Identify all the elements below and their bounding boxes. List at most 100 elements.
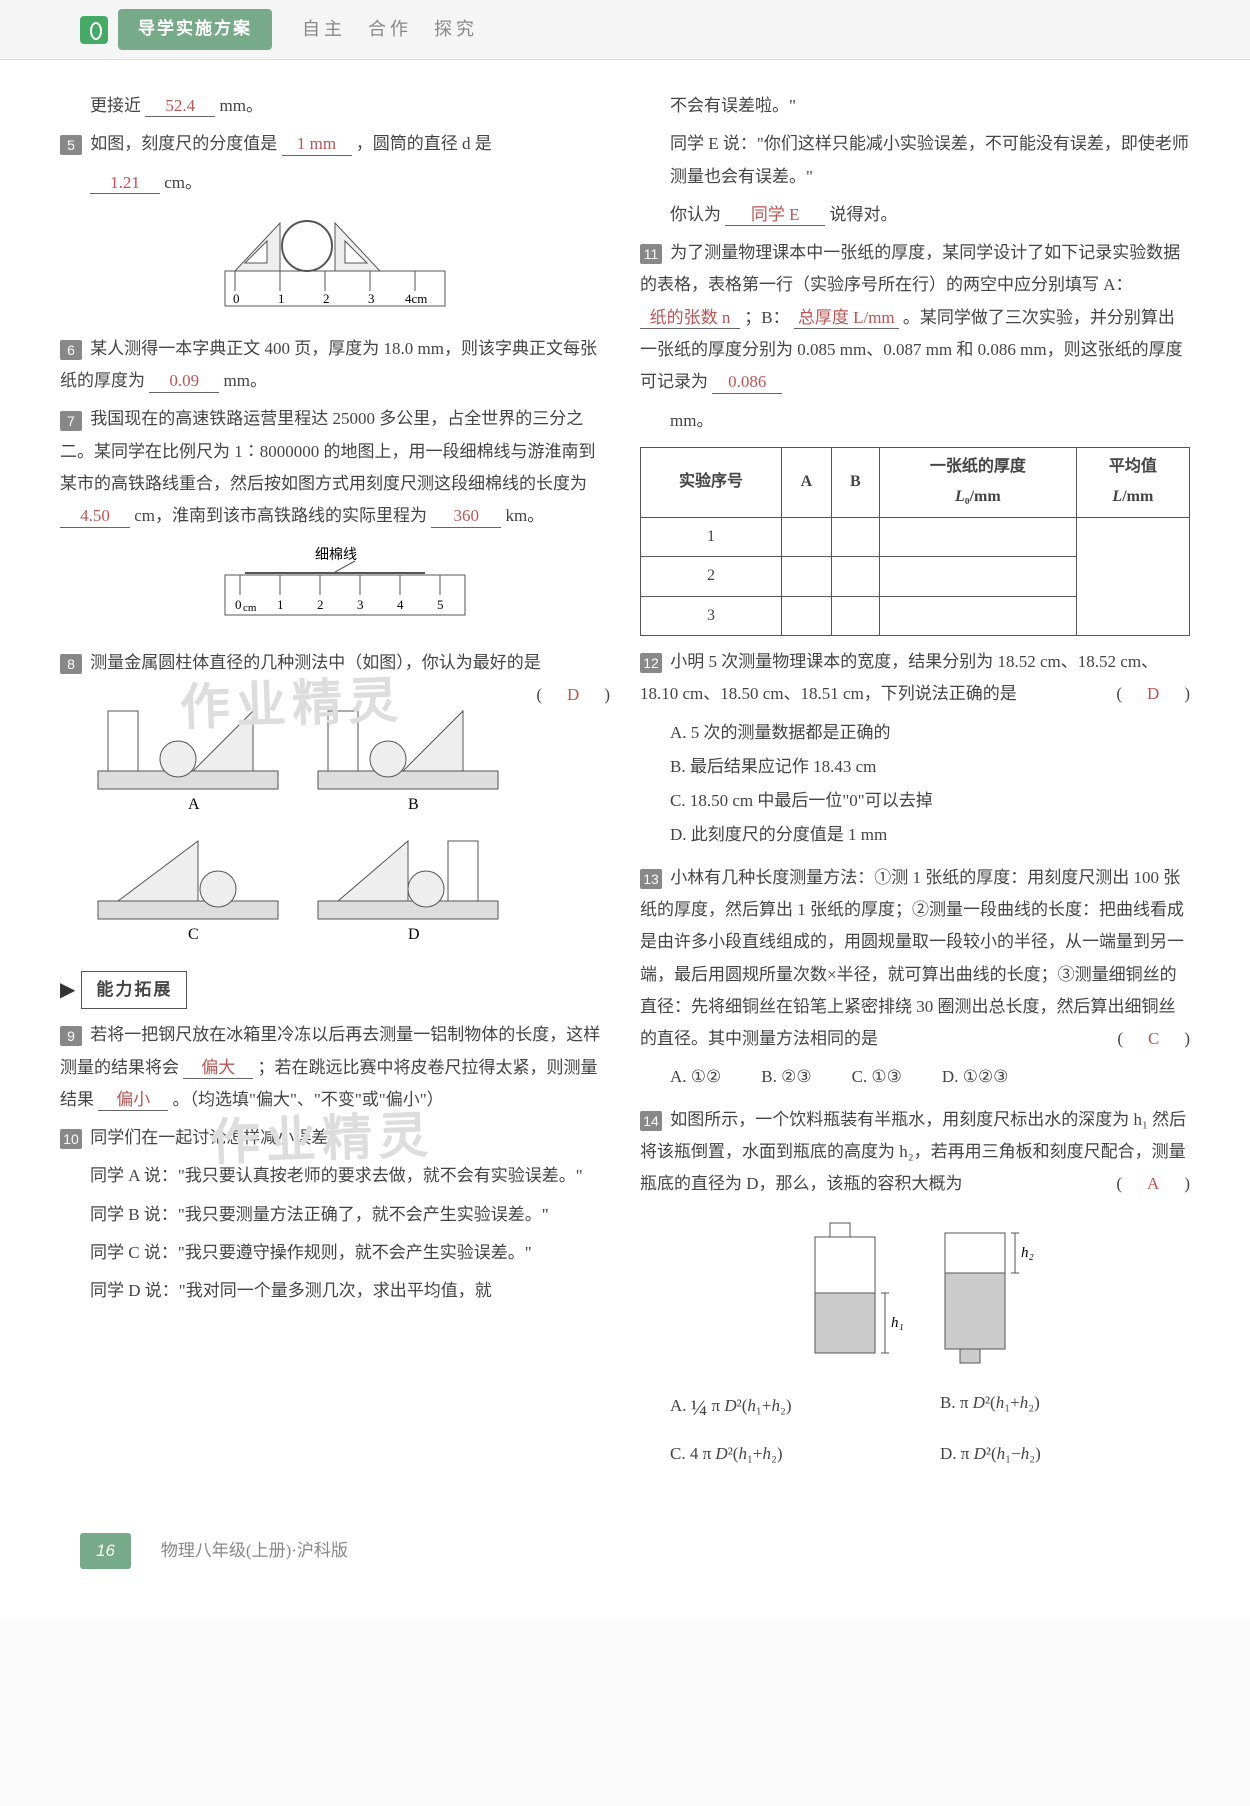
- text: 更接近: [90, 96, 141, 115]
- text: km。: [506, 506, 545, 525]
- qnum-14: 14: [640, 1111, 662, 1131]
- blank-q11b: 总厚度 L/mm: [794, 308, 899, 329]
- svg-text:1: 1: [277, 597, 284, 612]
- qnum-8: 8: [60, 654, 82, 674]
- blank-q9a: 偏大: [183, 1058, 253, 1079]
- ruler-thread-svg: 细棉线 0 1 2 3 4 5 cm: [185, 545, 485, 635]
- text: 你认为: [670, 205, 721, 224]
- opt-D: D. ①②③: [942, 1061, 1009, 1093]
- answer-paren: ( D ): [1116, 678, 1190, 710]
- blank-q10: 同学 E: [725, 205, 825, 226]
- q10-B: 同学 B 说："我只要测量方法正确了，就不会产生实验误差。": [60, 1199, 610, 1231]
- text: 。（均选填"偏大"、"不变"或"偏小"）: [173, 1090, 444, 1109]
- qnum-5: 5: [60, 135, 82, 155]
- question-14: 14 如图所示，一个饮料瓶装有半瓶水，用刻度尺标出水的深度为 h₁ 然后将该瓶倒…: [640, 1104, 1190, 1201]
- blank-q5a: 1 mm: [282, 134, 352, 155]
- text: ；B：: [744, 308, 789, 327]
- answer-q8: D: [559, 685, 587, 704]
- qnum-10: 10: [60, 1129, 82, 1149]
- figure-q8: A B C: [60, 691, 610, 951]
- q10-E: 同学 E 说："你们这样只能减小实验误差，不可能没有误差，即使老师测量也会有误差…: [640, 128, 1190, 193]
- bottle-svg: h₁ h₂: [765, 1213, 1065, 1373]
- th-L: 平均值L/mm: [1076, 447, 1189, 517]
- opt-D: D. 此刻度尺的分度值是 1 mm: [670, 819, 1190, 851]
- svg-text:4cm: 4cm: [405, 291, 427, 306]
- q10-A: 同学 A 说："我只要认真按老师的要求去做，就不会有实验误差。": [60, 1160, 610, 1192]
- text: cm，淮南到该市高铁路线的实际里程为: [134, 506, 427, 525]
- svg-text:细棉线: 细棉线: [315, 546, 357, 563]
- answer-q12: D: [1139, 684, 1167, 703]
- text: 小明 5 次测量物理课本的宽度，结果分别为 18.52 cm、18.52 cm、…: [640, 652, 1158, 703]
- figure-q5: 0 1 2 3 4cm: [60, 211, 610, 321]
- section-header-ability: ▶ 能力拓展: [60, 971, 610, 1009]
- svg-text:h₂: h₂: [1021, 1245, 1034, 1261]
- svg-text:0: 0: [233, 291, 240, 306]
- text: ，圆筒的直径 d 是: [356, 134, 492, 153]
- arrow-icon: ▶: [60, 971, 75, 1009]
- text: 如图所示，一个饮料瓶装有半瓶水，用刻度尺标出水的深度为 h₁ 然后将该瓶倒置，水…: [640, 1110, 1186, 1194]
- text: 我国现在的高速铁路运营里程达 25000 多公里，占全世界的三分之二。某同学在比…: [60, 409, 596, 493]
- opt-C: C. 18.50 cm 中最后一位"0"可以去掉: [670, 785, 1190, 817]
- page-number: 16: [80, 1533, 131, 1569]
- logo-icon: [80, 16, 108, 44]
- question-5: 5 如图，刻度尺的分度值是 1 mm ，圆筒的直径 d 是: [60, 128, 610, 160]
- svg-text:C: C: [188, 926, 199, 943]
- blank-q11a: 纸的张数 n: [640, 308, 740, 329]
- section-title: 能力拓展: [81, 971, 187, 1009]
- opt-A: A. ¼ π D²(h₁+h₂): [670, 1387, 920, 1429]
- row1: 1: [641, 517, 782, 556]
- question-7: 7 我国现在的高速铁路运营里程达 25000 多公里，占全世界的三分之二。某同学…: [60, 403, 610, 532]
- text: mm。: [220, 96, 263, 115]
- page-footer: 16 物理八年级(上册)·沪科版: [0, 1523, 1250, 1579]
- row2: 2: [641, 557, 782, 596]
- text: 某人测得一本字典正文 400 页，厚度为 18.0 mm，则该字典正文每张纸的厚…: [60, 339, 597, 390]
- question-6: 6 某人测得一本字典正文 400 页，厚度为 18.0 mm，则该字典正文每张纸…: [60, 333, 610, 398]
- svg-text:4: 4: [397, 597, 404, 612]
- blank-pre5: 52.4: [145, 96, 215, 117]
- svg-text:D: D: [408, 926, 420, 943]
- opt-C: C. 4 π D²(h₁+h₂): [670, 1438, 920, 1470]
- opt-B: B. 最后结果应记作 18.43 cm: [670, 751, 1190, 783]
- experiment-table: 实验序号 A B 一张纸的厚度L₀/mm 平均值L/mm 1 2 3: [640, 447, 1190, 636]
- text: 测量金属圆柱体直径的几种测法中（如图），你认为最好的是: [90, 653, 541, 672]
- qnum-6: 6: [60, 340, 82, 360]
- text: 小林有几种长度测量方法：①测 1 张纸的厚度：用刻度尺测出 100 张纸的厚度，…: [640, 868, 1184, 1048]
- opt-D: D. π D²(h₁−h₂): [940, 1438, 1190, 1470]
- q10-C: 同学 C 说："我只要遵守操作规则，就不会产生实验误差。": [60, 1237, 610, 1269]
- question-8: 8 测量金属圆柱体直径的几种测法中（如图），你认为最好的是 ( D ) 作业精灵: [60, 647, 610, 679]
- q4-continuation: 更接近 52.4 mm。: [60, 90, 610, 122]
- qnum-9: 9: [60, 1026, 82, 1046]
- opt-B: B. π D²(h₁+h₂): [940, 1387, 1190, 1429]
- answer-paren: ( D ): [536, 679, 610, 711]
- text: mm。: [224, 371, 267, 390]
- text: 如图，刻度尺的分度值是: [90, 134, 277, 153]
- q5-line2: 1.21 cm。: [60, 167, 610, 199]
- th-L0: 一张纸的厚度L₀/mm: [879, 447, 1076, 517]
- answer-q13: C: [1140, 1029, 1167, 1048]
- footer-label: 物理八年级(上册)·沪科版: [161, 1535, 348, 1567]
- text: cm。: [164, 173, 202, 192]
- svg-text:3: 3: [368, 291, 375, 306]
- row3: 3: [641, 596, 782, 635]
- opt-C: C. ①③: [852, 1061, 902, 1093]
- qnum-7: 7: [60, 411, 82, 431]
- question-10: 10 同学们在一起讨论怎样减小误差： 作业精灵: [60, 1122, 610, 1154]
- blank-q9b: 偏小: [98, 1090, 168, 1111]
- opt-A: A. 5 次的测量数据都是正确的: [670, 717, 1190, 749]
- qnum-12: 12: [640, 653, 662, 673]
- answer-q14: A: [1139, 1174, 1167, 1193]
- blank-q7a: 4.50: [60, 506, 130, 527]
- header-subtitle: 自主 合作 探究: [302, 12, 478, 46]
- left-column: 更接近 52.4 mm。 5 如图，刻度尺的分度值是 1 mm ，圆筒的直径 d…: [60, 90, 610, 1483]
- q13-options: A. ①② B. ②③ C. ①③ D. ①②③: [640, 1061, 1190, 1093]
- th-A: A: [782, 447, 832, 517]
- blank-q11c: 0.086: [712, 372, 782, 393]
- q10-D: 同学 D 说："我对同一个量多测几次，求出平均值，就: [60, 1275, 610, 1307]
- figure-q14: h₁ h₂: [640, 1213, 1190, 1373]
- header-title: 导学实施方案: [118, 9, 272, 49]
- svg-text:2: 2: [317, 597, 324, 612]
- text: 说得对。: [830, 205, 898, 224]
- answer-paren: ( A ): [1116, 1168, 1190, 1200]
- blank-q6: 0.09: [149, 371, 219, 392]
- page-header: 导学实施方案 自主 合作 探究: [0, 0, 1250, 60]
